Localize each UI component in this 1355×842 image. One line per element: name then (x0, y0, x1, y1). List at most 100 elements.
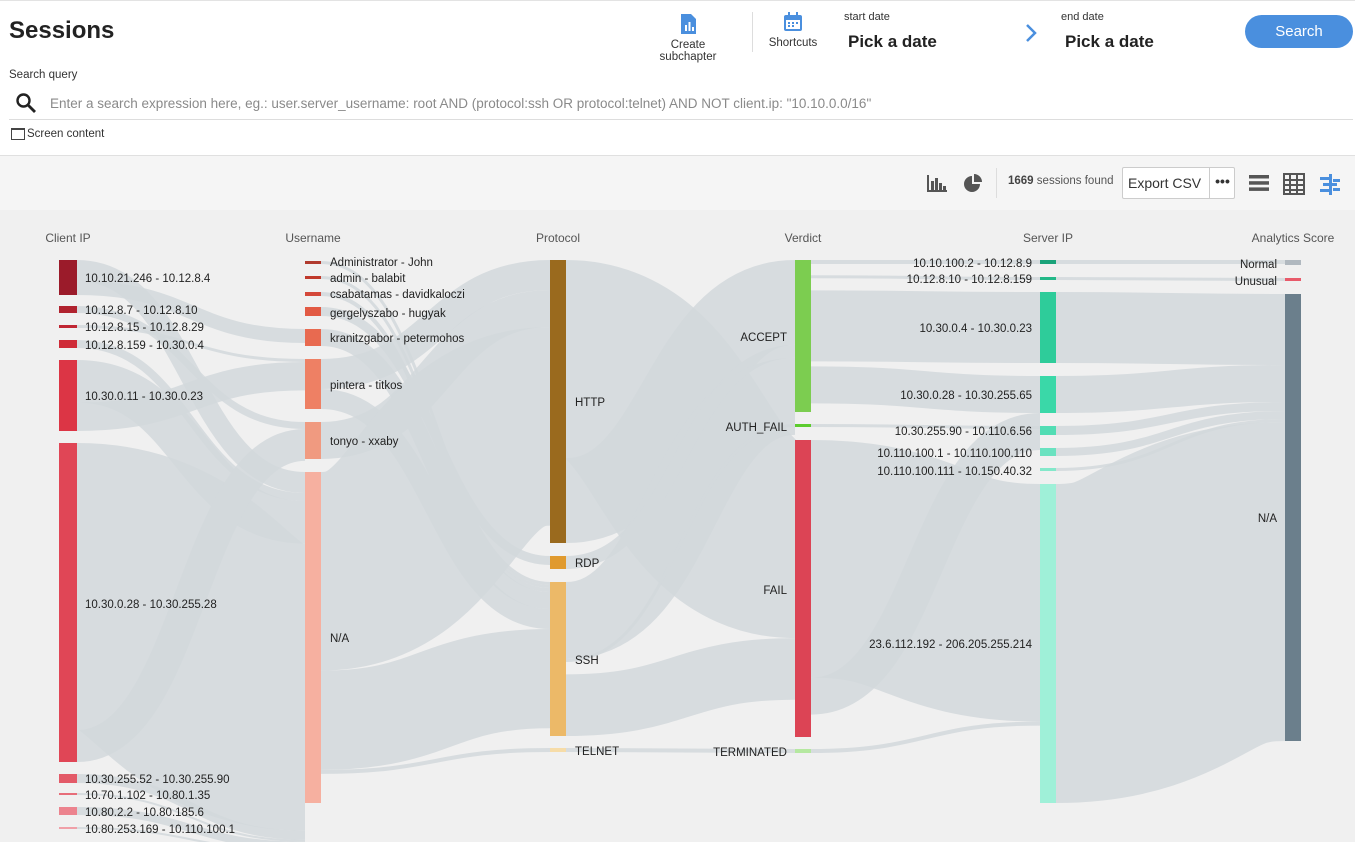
sankey-node[interactable] (550, 582, 566, 736)
sankey-canvas: 10.10.21.246 - 10.12.8.4 10.12.8.7 - 10.1… (45, 231, 1335, 842)
sankey-link[interactable] (1055, 411, 1286, 456)
sankey-node[interactable] (1040, 376, 1056, 413)
column-header: Protocol (536, 231, 580, 245)
sankey-node[interactable] (1285, 260, 1301, 265)
table-view-icon[interactable] (1283, 173, 1305, 195)
sankey-node[interactable] (1040, 260, 1056, 264)
bar-chart-icon[interactable] (926, 173, 948, 193)
sankey-nodes (59, 260, 1301, 829)
sankey-link[interactable] (320, 629, 551, 770)
sankey-node[interactable] (1040, 292, 1056, 363)
sankey-link[interactable] (314, 327, 557, 671)
sankey-link[interactable] (562, 260, 799, 543)
list-view-icon[interactable] (1248, 173, 1270, 193)
sankey-node[interactable] (1040, 426, 1056, 435)
sankey-link[interactable] (1051, 422, 1290, 803)
screen-content-toggle[interactable]: Screen content (11, 128, 104, 140)
column-header: Verdict (785, 231, 822, 245)
sankey-link[interactable] (76, 793, 306, 842)
sessions-count: 1669 (1008, 175, 1034, 187)
sankey-node[interactable] (59, 807, 77, 815)
sankey-node-label: 10.110.100.1 - 10.110.100.110 (877, 448, 1032, 460)
search-bar (9, 87, 1353, 120)
sankey-node[interactable] (305, 472, 321, 803)
sankey-link[interactable] (76, 306, 306, 429)
more-options-button[interactable]: ••• (1209, 168, 1235, 198)
sankey-link[interactable] (565, 638, 796, 736)
sankey-node[interactable] (550, 748, 566, 752)
sankey-node[interactable] (305, 359, 321, 409)
search-icon (16, 93, 36, 113)
sankey-node[interactable] (795, 440, 811, 737)
shortcuts-button[interactable]: Shortcuts (765, 11, 821, 49)
sankey-link[interactable] (562, 357, 799, 659)
sankey-node[interactable] (305, 261, 321, 264)
sankey-node[interactable] (550, 556, 566, 569)
sankey-node[interactable] (59, 325, 77, 328)
sankey-node[interactable] (59, 340, 77, 348)
sankey-link[interactable] (1055, 365, 1286, 413)
sankey-link[interactable] (76, 807, 306, 842)
start-date-picker[interactable]: Pick a date (848, 32, 937, 51)
sankey-node[interactable] (305, 329, 321, 346)
screen-content-label: Screen content (27, 128, 105, 140)
window-icon (11, 128, 25, 140)
sankey-node-label: Administrator - John (330, 257, 433, 269)
sankey-link[interactable] (565, 748, 796, 753)
sankey-node-label: 10.80.2.2 - 10.80.185.6 (85, 807, 204, 819)
sankey-node[interactable] (1040, 484, 1056, 803)
sankey-link[interactable] (565, 424, 796, 662)
sankey-node-label: gergelyszabo - hugyak (330, 308, 446, 320)
sankey-link[interactable] (76, 827, 305, 842)
sankey-node[interactable] (305, 276, 321, 279)
sankey-node[interactable] (59, 360, 77, 431)
sankey-link[interactable] (1055, 402, 1286, 435)
sankey-node[interactable] (305, 292, 321, 296)
sankey-node[interactable] (795, 260, 811, 412)
end-date-picker[interactable]: Pick a date (1065, 32, 1154, 51)
sankey-link[interactable] (810, 366, 1041, 413)
sankey-node[interactable] (59, 306, 77, 313)
sankey-node[interactable] (1040, 468, 1056, 471)
sankey-node[interactable] (1285, 294, 1301, 741)
page-title: Sessions (9, 17, 115, 44)
sankey-link[interactable] (810, 275, 1041, 280)
sankey-node-label: RDP (575, 558, 600, 570)
sankey-link[interactable] (1055, 292, 1286, 365)
create-subchapter-button[interactable]: Create subchapter (641, 13, 735, 63)
sankey-node-label: TERMINATED (713, 747, 787, 759)
sankey-node[interactable] (59, 443, 77, 762)
sankey-node-label: Unusual (1235, 276, 1277, 288)
sankey-link[interactable] (320, 260, 551, 389)
sankey-node[interactable] (59, 774, 77, 783)
sankey-link[interactable] (76, 325, 306, 362)
sankey-node[interactable] (59, 793, 77, 795)
sankey-node[interactable] (1040, 277, 1056, 280)
sankey-link[interactable] (809, 413, 1042, 715)
sankey-link[interactable] (1055, 277, 1286, 281)
search-input[interactable] (48, 91, 1342, 115)
pie-chart-icon[interactable] (962, 173, 984, 195)
sankey-node[interactable] (59, 260, 77, 295)
export-csv-button[interactable]: Export CSV (1128, 175, 1202, 191)
sankey-link[interactable] (810, 721, 1041, 753)
sankey-labels: 10.10.21.246 - 10.12.8.4 10.12.8.7 - 10.1… (85, 257, 1277, 836)
sankey-link[interactable] (76, 774, 306, 840)
sankey-node[interactable] (795, 424, 811, 427)
sankey-link[interactable] (75, 429, 307, 762)
sankey-link[interactable] (76, 362, 306, 431)
search-button[interactable]: Search (1245, 15, 1353, 48)
sankey-link[interactable] (810, 290, 1041, 363)
sankey-node[interactable] (795, 749, 811, 753)
sankey-node[interactable] (305, 422, 321, 459)
sankey-node[interactable] (1040, 448, 1056, 456)
sankey-node[interactable] (305, 307, 321, 316)
sankey-node-label: 10.12.8.10 - 10.12.8.159 (907, 274, 1032, 286)
sankey-link[interactable] (320, 748, 551, 774)
sankey-node[interactable] (550, 260, 566, 543)
sankey-view-icon[interactable] (1319, 173, 1341, 195)
sankey-node[interactable] (1285, 278, 1301, 281)
sankey-node[interactable] (59, 827, 77, 829)
sankey-node-label: 23.6.112.192 - 206.205.255.214 (869, 639, 1032, 651)
sankey-link[interactable] (76, 281, 306, 343)
